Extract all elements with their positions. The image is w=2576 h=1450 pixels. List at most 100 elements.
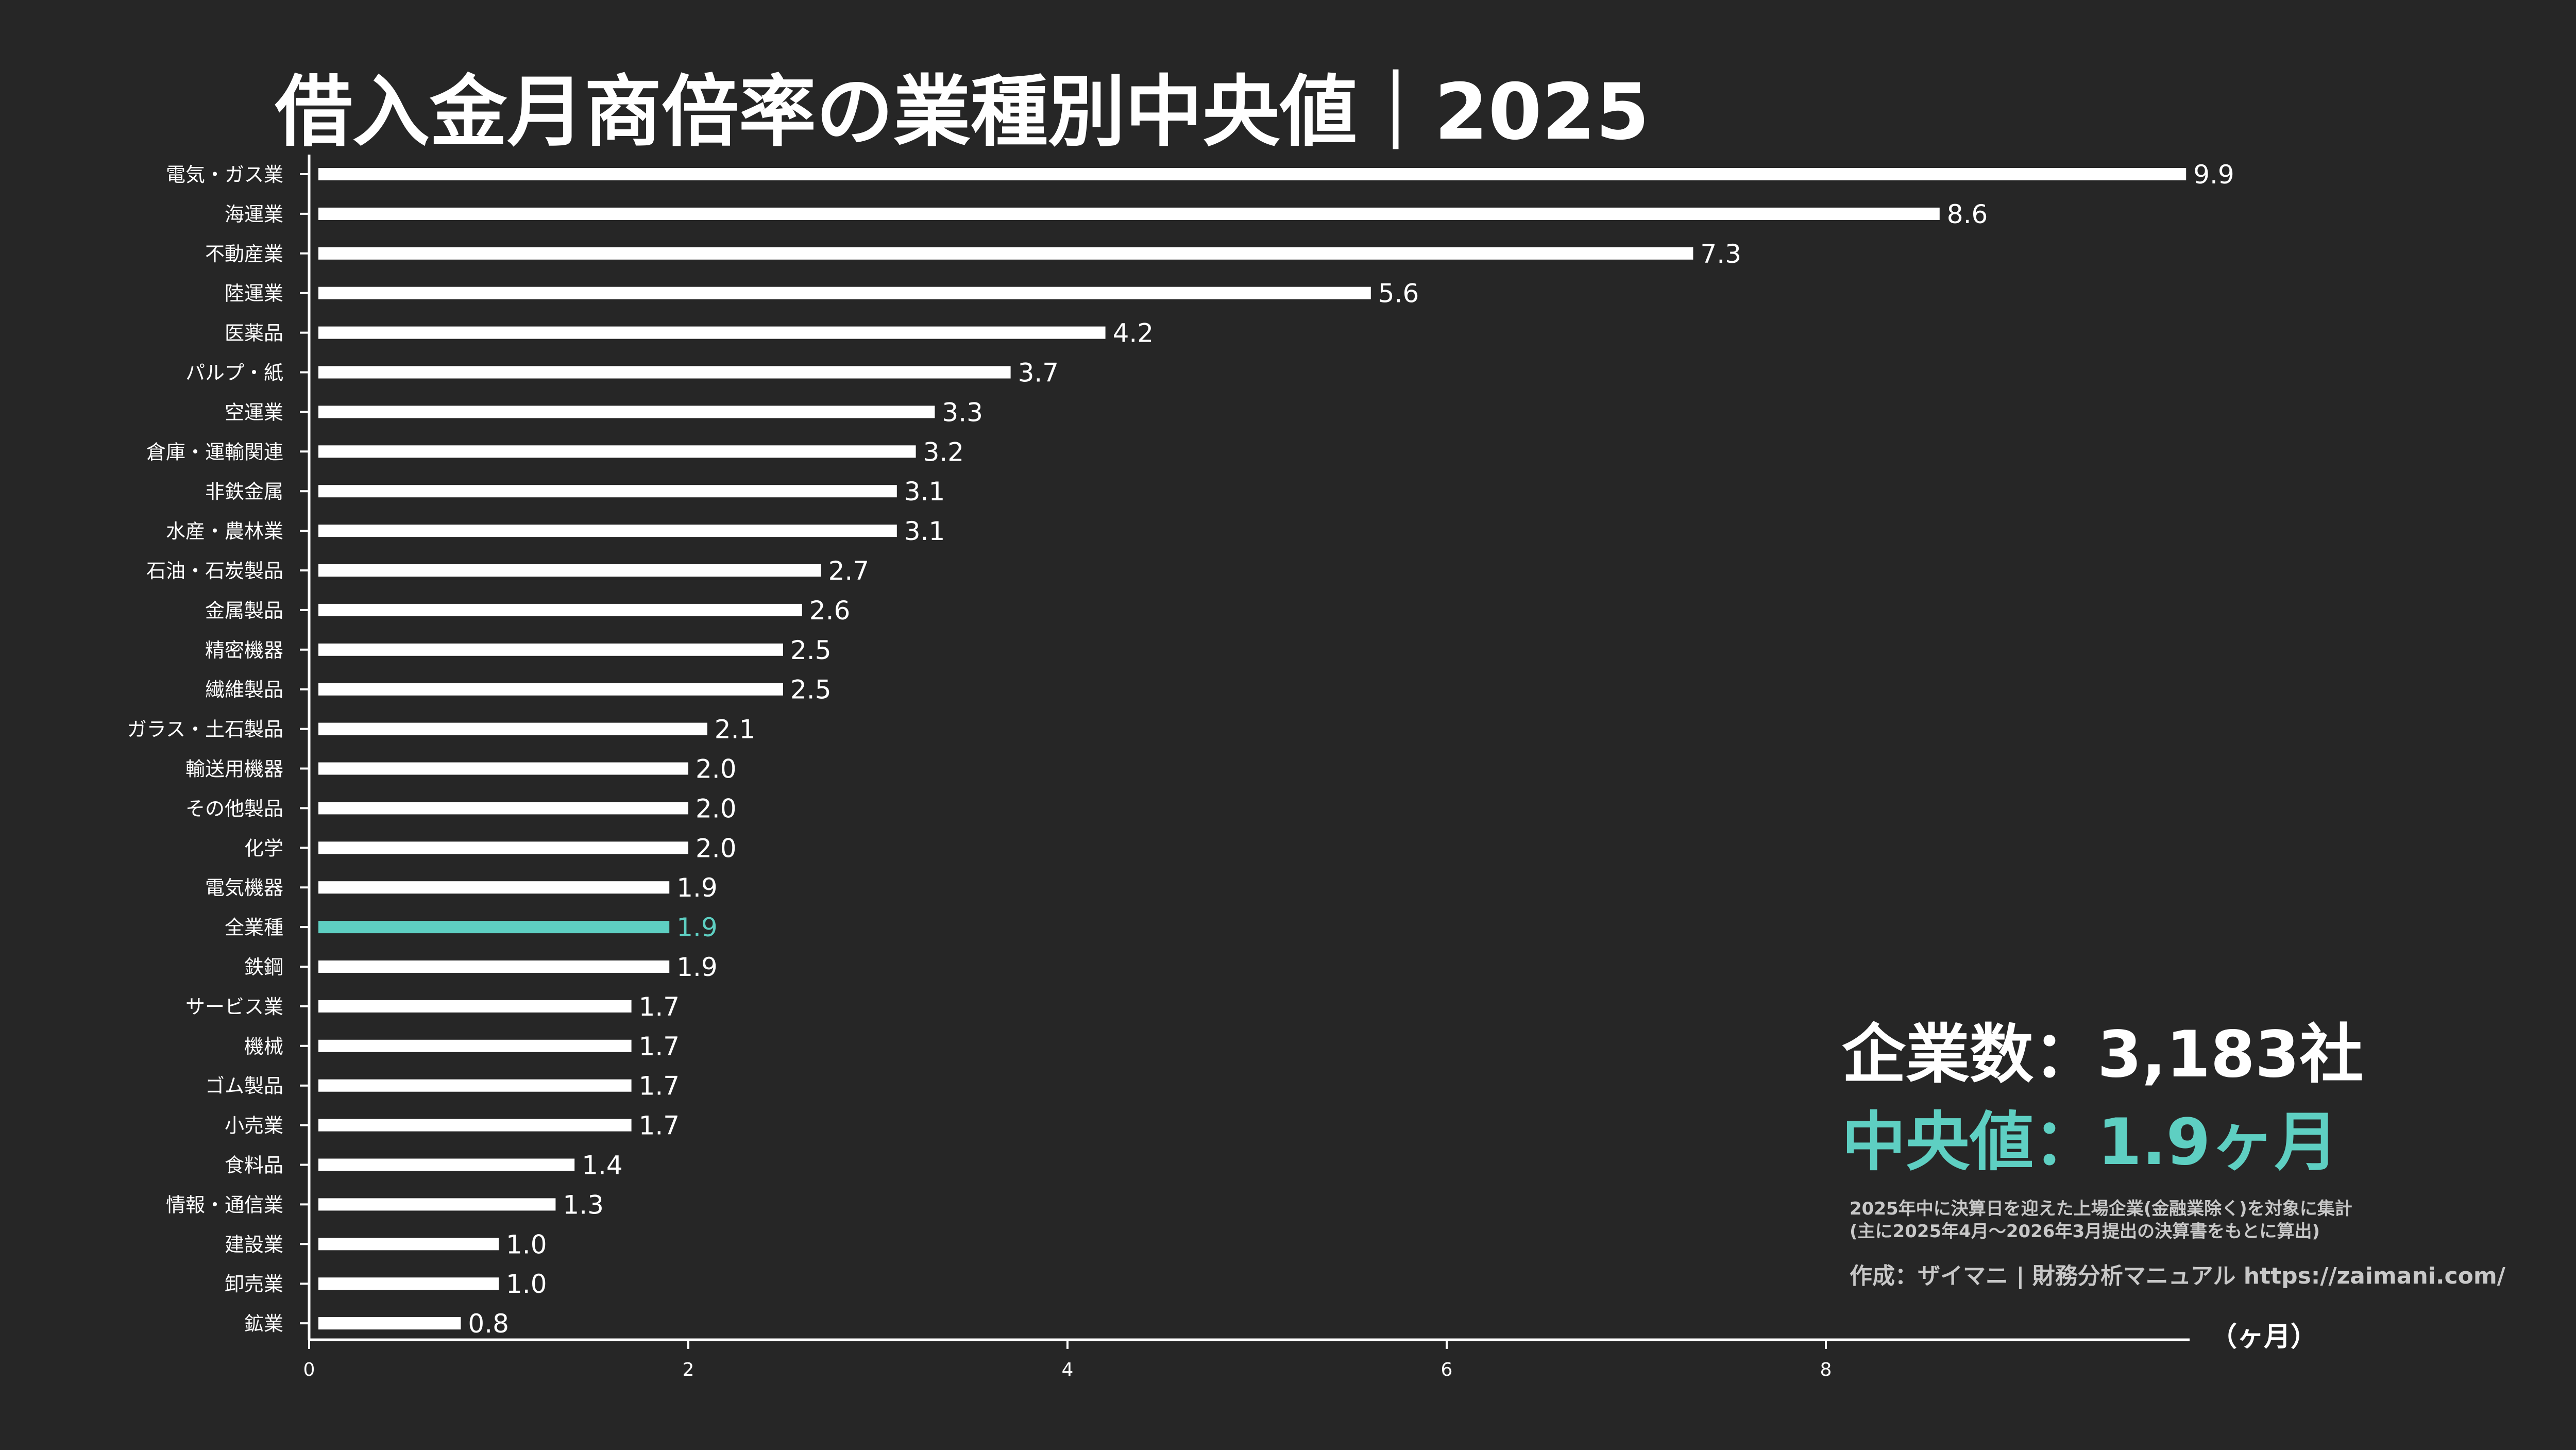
value-label: 3.7	[1018, 358, 1059, 388]
value-label: 3.1	[904, 477, 945, 507]
x-tick-label: 2	[683, 1359, 694, 1380]
category-label: 海運業	[225, 203, 283, 226]
value-label: 1.7	[639, 992, 680, 1022]
category-label: その他製品	[185, 797, 283, 820]
category-label: 小売業	[225, 1115, 283, 1137]
value-label: 1.0	[506, 1229, 547, 1259]
bar	[318, 564, 821, 577]
bar	[318, 603, 802, 616]
bar	[318, 366, 1011, 379]
value-label: 2.5	[790, 675, 832, 705]
value-label: 1.7	[639, 1111, 680, 1141]
bar	[318, 643, 783, 656]
value-label: 1.7	[639, 1071, 680, 1101]
bar	[318, 1119, 632, 1132]
value-label: 8.6	[1947, 199, 1988, 229]
category-label: 金属製品	[205, 599, 283, 622]
bar	[318, 168, 2187, 180]
company-count: 企業数：3,183社	[1842, 1018, 2364, 1092]
bar	[318, 1198, 556, 1211]
bar	[318, 722, 707, 735]
category-label: 倉庫・運輸関連	[146, 441, 283, 463]
bar	[318, 247, 1693, 260]
chart-title: 借入金月商倍率の業種別中央値｜2025	[275, 68, 1650, 157]
value-label: 4.2	[1113, 318, 1154, 348]
category-label: サービス業	[185, 996, 283, 1018]
value-label: 1.3	[563, 1190, 604, 1220]
bar	[318, 525, 897, 537]
value-label: 2.6	[809, 596, 851, 626]
value-label: 3.1	[904, 516, 945, 546]
category-label: 鉄鋼	[244, 956, 283, 979]
bar	[318, 1158, 575, 1171]
x-axis-label: （ヶ月）	[2210, 1322, 2317, 1353]
bar	[318, 326, 1106, 339]
category-label: 電気機器	[205, 876, 283, 899]
category-label: 化学	[244, 837, 283, 859]
bar	[318, 1079, 632, 1092]
category-label: 医薬品	[225, 322, 283, 345]
note-line-1: 2025年中に決算日を迎えた上場企業(金融業除く)を対象に集計	[1850, 1199, 2352, 1219]
bar	[318, 1238, 499, 1251]
category-label: 不動産業	[205, 243, 283, 265]
category-label: 食料品	[225, 1154, 283, 1177]
bar	[318, 1039, 632, 1052]
x-tick-label: 0	[303, 1359, 315, 1380]
category-label: 精密機器	[205, 639, 283, 662]
bar	[318, 1277, 499, 1290]
bar	[318, 921, 670, 934]
category-label: 水産・農林業	[166, 520, 283, 543]
category-label: 機械	[244, 1035, 283, 1058]
category-label: 情報・通信業	[166, 1193, 283, 1216]
value-label: 1.9	[676, 952, 718, 982]
category-label: 繊維製品	[205, 679, 283, 701]
x-tick-label: 6	[1441, 1359, 1453, 1380]
bar	[318, 207, 1940, 220]
value-label: 1.0	[506, 1269, 547, 1299]
x-tick-label: 4	[1062, 1359, 1074, 1380]
value-label: 3.2	[923, 437, 964, 467]
category-label: 建設業	[225, 1233, 283, 1256]
value-label: 9.9	[2193, 160, 2234, 190]
value-label: 2.7	[828, 556, 870, 586]
bar	[318, 841, 688, 854]
credit: 作成：ザイマニ | 財務分析マニュアル https://zaimani.com/	[1850, 1263, 2505, 1289]
category-label: ガラス・土石製品	[127, 718, 283, 741]
category-label: 電気・ガス業	[166, 163, 283, 186]
value-label: 2.5	[790, 635, 832, 665]
value-label: 2.1	[715, 715, 756, 745]
bar	[318, 802, 688, 815]
note-line-2: (主に2025年4月〜2026年3月提出の決算書をもとに算出)	[1850, 1221, 2320, 1242]
value-label: 1.4	[582, 1151, 623, 1181]
category-label: 石油・石炭製品	[146, 560, 283, 582]
category-label: 空運業	[225, 401, 283, 424]
category-label: 鉱業	[244, 1312, 283, 1335]
value-label: 7.3	[1700, 239, 1741, 269]
bar	[318, 1317, 461, 1330]
bar	[318, 485, 897, 498]
x-tick-label: 8	[1820, 1359, 1832, 1380]
value-label: 2.0	[696, 754, 737, 784]
bar	[318, 406, 935, 418]
value-label: 5.6	[1378, 279, 1419, 309]
bar	[318, 881, 670, 894]
value-label: 1.9	[676, 913, 718, 942]
value-label: 2.0	[696, 833, 737, 863]
category-label: 陸運業	[225, 282, 283, 305]
median-info: 中央値：1.9ヶ月	[1842, 1105, 2338, 1179]
bar	[318, 445, 916, 458]
bar	[318, 683, 783, 696]
category-label: 非鉄金属	[205, 480, 283, 503]
value-label: 1.7	[639, 1032, 680, 1061]
bar	[318, 762, 688, 775]
value-label: 0.8	[468, 1309, 509, 1339]
value-label: 1.9	[676, 873, 718, 903]
bar	[318, 1000, 632, 1013]
category-label: 輸送用機器	[185, 758, 283, 781]
bar	[318, 286, 1371, 299]
value-label: 2.0	[696, 794, 737, 823]
value-label: 3.3	[942, 397, 983, 427]
category-label: ゴム製品	[205, 1075, 283, 1098]
category-label: パルプ・紙	[185, 362, 283, 384]
